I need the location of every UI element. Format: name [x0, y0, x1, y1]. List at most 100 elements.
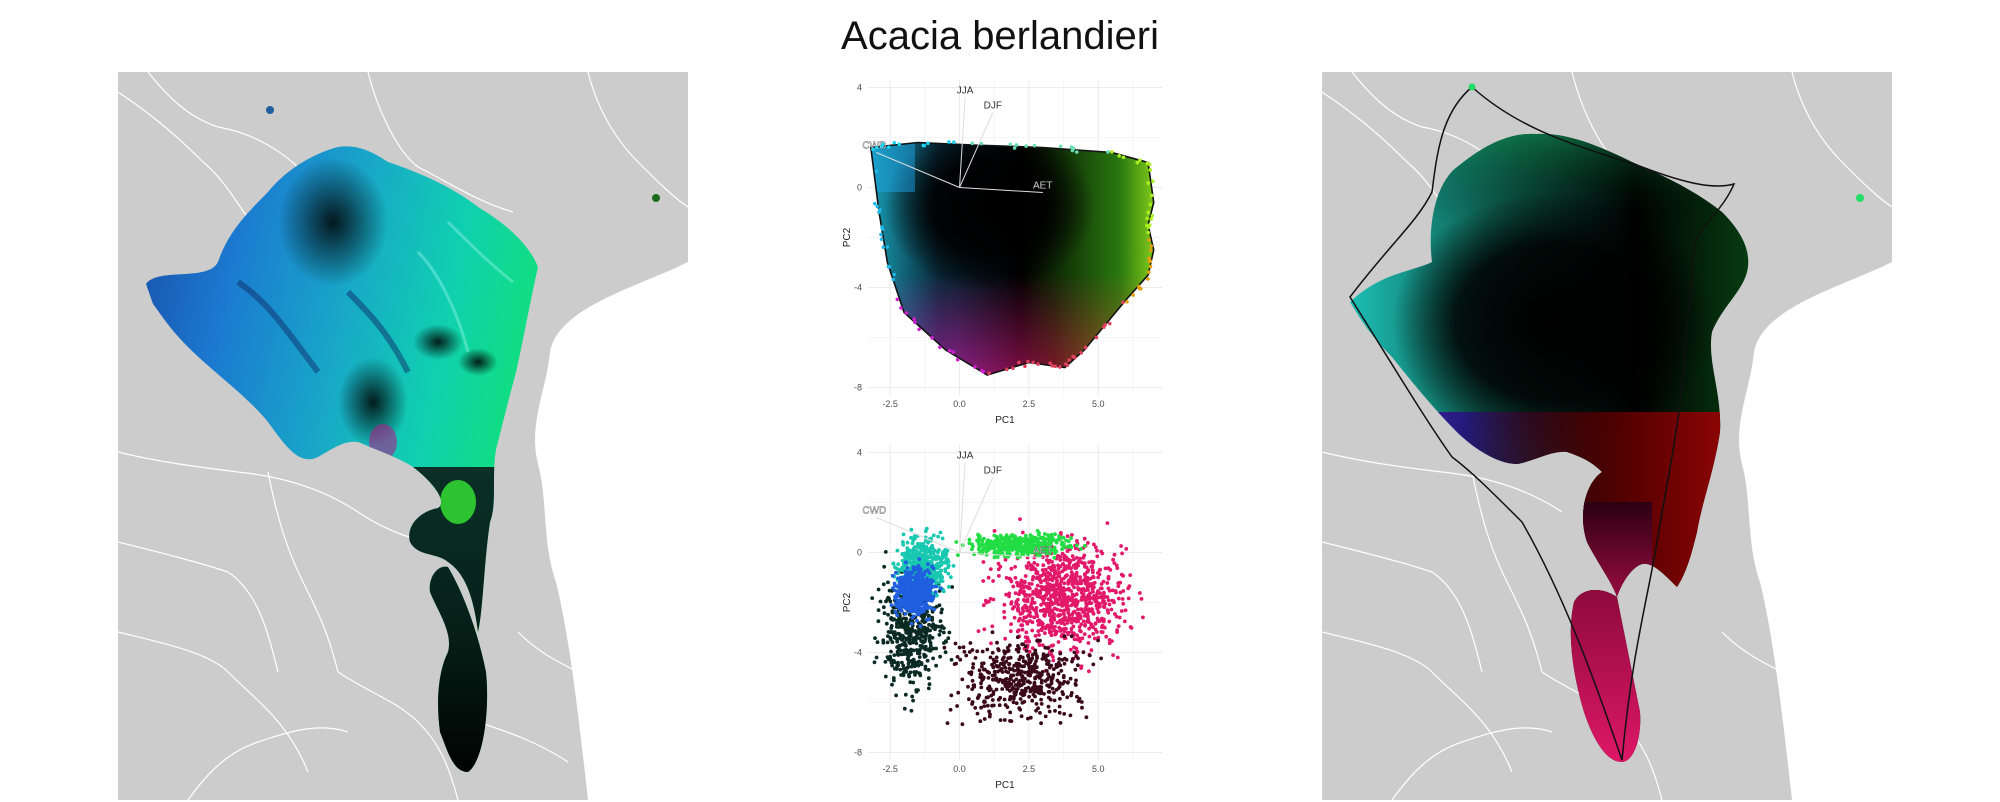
scatter-point	[1023, 644, 1028, 649]
scatter-point	[980, 548, 985, 553]
edge-point	[871, 147, 875, 152]
scatter-point	[922, 625, 927, 630]
scatter-point	[998, 564, 1003, 569]
edge-point	[1017, 360, 1021, 365]
scatter-point	[1019, 673, 1023, 677]
scatter-point	[926, 614, 931, 618]
scatter-point	[1066, 632, 1071, 637]
scatter-point	[903, 606, 908, 610]
edge-point	[1026, 359, 1030, 364]
scatter-point	[993, 549, 998, 554]
scatter-point	[1060, 569, 1065, 573]
scatter-point	[1051, 667, 1056, 671]
scatter-point	[930, 618, 935, 622]
loading-arrow	[959, 97, 966, 188]
scatter-point	[1068, 560, 1072, 564]
scatter-point	[1057, 625, 1062, 630]
scatter-point	[898, 600, 903, 605]
scatter-point	[986, 541, 991, 546]
scatter-point	[997, 574, 1001, 578]
scatter-point	[1014, 677, 1019, 682]
scatter-point	[901, 598, 906, 603]
scatter-point	[911, 680, 916, 685]
scatter-point	[1034, 685, 1038, 689]
scatter-point	[991, 690, 996, 694]
scatter-point	[1074, 683, 1078, 687]
scatter-point	[1066, 680, 1070, 685]
edge-point	[1151, 179, 1155, 184]
scatter-point	[985, 703, 990, 708]
scatter-point	[1039, 628, 1044, 633]
scatter-point	[900, 660, 904, 665]
scatter-point	[1095, 591, 1099, 596]
scatter-point	[1036, 629, 1041, 633]
scatter-point	[918, 610, 923, 615]
scatter-point	[1055, 620, 1060, 625]
scatter-point	[1052, 698, 1057, 703]
scatter-point	[1052, 690, 1056, 695]
scatter-point	[1056, 554, 1060, 558]
scatter-point	[1091, 631, 1096, 636]
scatter-point	[934, 663, 938, 668]
scatter-point	[933, 590, 938, 594]
scatter-point	[1033, 689, 1038, 694]
scatter-point	[1068, 676, 1073, 681]
scatter-point	[942, 641, 946, 645]
scatter-point	[896, 631, 901, 636]
scatter-point	[931, 656, 935, 661]
scatter-point	[1096, 638, 1100, 643]
scatter-point	[995, 640, 999, 645]
scatter-point	[927, 647, 932, 651]
scatter-point	[1051, 643, 1055, 648]
edge-point	[1079, 351, 1084, 355]
edge-point	[880, 225, 884, 229]
scatter-point	[1035, 583, 1040, 588]
edge-point	[879, 232, 883, 237]
edge-point	[1149, 193, 1154, 198]
scatter-point	[1072, 609, 1077, 614]
scatter-point	[907, 590, 912, 595]
scatter-point	[1086, 641, 1091, 645]
scatter-point	[901, 586, 905, 591]
scatter-point	[1120, 551, 1124, 556]
scatter-point	[958, 657, 963, 662]
edge-point	[1117, 153, 1121, 158]
scatter-point	[1044, 669, 1049, 673]
scatter-point	[993, 538, 998, 543]
scatter-point	[960, 722, 965, 727]
scatter-point	[883, 550, 888, 554]
scatter-point	[937, 603, 942, 608]
scatter-point	[1035, 614, 1040, 619]
scatter-point	[1080, 705, 1084, 710]
scatter-point	[920, 573, 924, 578]
edge-point	[1074, 150, 1079, 154]
scatter-point	[1049, 532, 1054, 537]
scatter-point	[899, 568, 904, 572]
page-title: Acacia berlandieri	[841, 14, 1159, 58]
scatter-point	[898, 619, 902, 624]
scatter-point	[900, 552, 905, 557]
scatter-point	[1074, 646, 1079, 651]
scatter-point	[1070, 554, 1075, 558]
scatter-point	[1025, 597, 1030, 602]
scatter-point	[1072, 575, 1076, 580]
scatter-point	[1055, 607, 1059, 612]
scatter-point	[1039, 603, 1043, 607]
loading-label: CWD	[862, 141, 886, 152]
edge-point	[1147, 270, 1151, 274]
scatter-point	[918, 590, 923, 594]
scatter-point	[1057, 587, 1061, 591]
scatter-point	[914, 549, 919, 554]
scatter-point	[1044, 575, 1049, 579]
scatter-point	[899, 575, 903, 580]
scatter-point	[889, 649, 893, 654]
scatter-point	[1067, 613, 1072, 617]
scatter-point	[1047, 709, 1052, 714]
loading-arrow	[959, 462, 966, 553]
scatter-point	[876, 619, 881, 624]
scatter-point	[1105, 581, 1110, 585]
scatter-point	[1059, 621, 1064, 626]
scatter-point	[1023, 533, 1028, 538]
scatter-point	[975, 649, 980, 654]
edge-point	[899, 306, 903, 310]
